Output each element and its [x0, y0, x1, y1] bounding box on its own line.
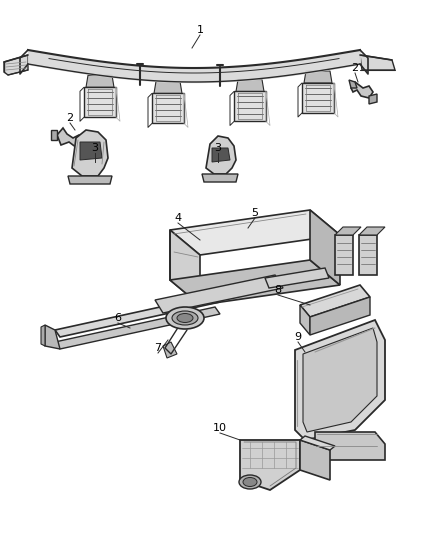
Polygon shape — [351, 82, 373, 98]
Polygon shape — [240, 440, 300, 490]
Polygon shape — [335, 235, 353, 275]
Ellipse shape — [166, 307, 204, 329]
Text: 9: 9 — [294, 332, 301, 342]
Polygon shape — [234, 92, 266, 122]
Text: 10: 10 — [213, 423, 227, 433]
Polygon shape — [310, 210, 340, 285]
Polygon shape — [310, 297, 370, 335]
Polygon shape — [55, 307, 220, 349]
Polygon shape — [359, 227, 385, 235]
Polygon shape — [212, 148, 230, 162]
Polygon shape — [154, 82, 182, 93]
Polygon shape — [369, 94, 377, 104]
Polygon shape — [170, 210, 340, 255]
Polygon shape — [55, 295, 220, 337]
Polygon shape — [300, 285, 370, 317]
Polygon shape — [79, 142, 87, 152]
Text: 3: 3 — [215, 143, 222, 153]
Polygon shape — [68, 176, 112, 184]
Text: 4: 4 — [174, 213, 182, 223]
Text: 2: 2 — [351, 63, 359, 73]
Polygon shape — [302, 83, 334, 113]
Polygon shape — [84, 87, 116, 117]
Text: 8: 8 — [275, 285, 282, 295]
Polygon shape — [349, 80, 357, 88]
Text: 2: 2 — [67, 113, 74, 123]
Text: 6: 6 — [114, 313, 121, 323]
Ellipse shape — [239, 475, 261, 489]
Polygon shape — [265, 268, 329, 288]
Polygon shape — [303, 328, 377, 432]
Text: 1: 1 — [197, 25, 204, 35]
Polygon shape — [86, 75, 114, 87]
Polygon shape — [41, 325, 45, 346]
Polygon shape — [206, 136, 236, 174]
Polygon shape — [295, 320, 385, 440]
Polygon shape — [359, 235, 377, 275]
Ellipse shape — [243, 478, 257, 487]
Polygon shape — [45, 325, 60, 349]
Polygon shape — [72, 130, 108, 176]
Polygon shape — [202, 174, 238, 182]
Polygon shape — [315, 432, 385, 460]
Ellipse shape — [177, 313, 193, 322]
Polygon shape — [304, 71, 332, 83]
Polygon shape — [163, 342, 177, 358]
Polygon shape — [360, 55, 395, 70]
Polygon shape — [4, 55, 28, 75]
Polygon shape — [80, 142, 102, 160]
Polygon shape — [335, 227, 361, 235]
Text: 5: 5 — [251, 208, 258, 218]
Polygon shape — [300, 305, 310, 335]
Polygon shape — [236, 79, 264, 92]
Text: 7: 7 — [155, 343, 162, 353]
Ellipse shape — [172, 311, 198, 325]
Polygon shape — [57, 128, 83, 148]
Polygon shape — [300, 440, 330, 480]
Polygon shape — [51, 130, 57, 140]
Polygon shape — [170, 260, 340, 305]
Text: 3: 3 — [92, 143, 99, 153]
Polygon shape — [300, 436, 335, 450]
Polygon shape — [170, 230, 200, 305]
Polygon shape — [155, 275, 283, 313]
Polygon shape — [152, 93, 184, 124]
